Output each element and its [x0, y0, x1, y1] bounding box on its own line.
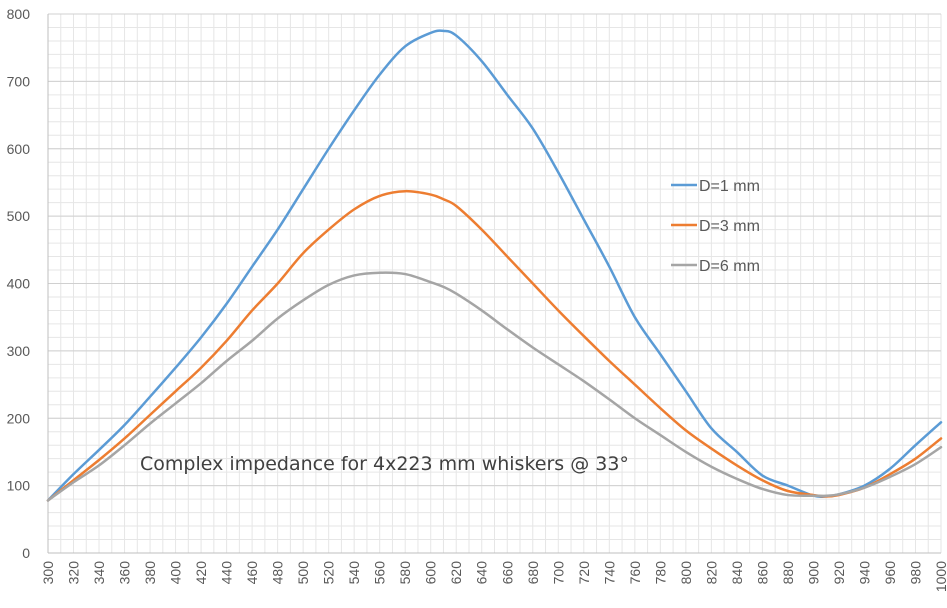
x-tick-label: 720 — [576, 561, 592, 585]
x-tick-label: 800 — [678, 561, 694, 585]
x-tick-label: 320 — [66, 561, 82, 585]
series-line-d-6-mm — [46, 271, 943, 502]
x-tick-label: 600 — [423, 561, 439, 585]
x-tick-label: 500 — [295, 561, 311, 585]
x-tick-label: 580 — [397, 561, 413, 585]
legend-label-d-3-mm: D=3 mm — [699, 218, 760, 235]
x-tick-label: 440 — [219, 561, 235, 585]
x-tick-label: 760 — [627, 561, 643, 585]
x-tick-label: 640 — [474, 561, 490, 585]
x-tick-label: 620 — [448, 561, 464, 585]
x-tick-label: 460 — [244, 561, 260, 585]
x-tick-label: 420 — [193, 561, 209, 585]
y-tick-label: 400 — [7, 276, 31, 292]
y-tick-label: 300 — [7, 343, 31, 359]
y-tick-label: 600 — [7, 141, 31, 157]
legend-label-d-6-mm: D=6 mm — [699, 258, 760, 275]
x-tick-label: 840 — [729, 561, 745, 585]
x-tick-label: 940 — [856, 561, 872, 585]
x-tick-label: 660 — [499, 561, 515, 585]
x-tick-label: 700 — [550, 561, 566, 585]
x-tick-label: 520 — [321, 561, 337, 585]
legend: D=1 mm D=3 mm D=6 mm — [671, 178, 760, 275]
x-tick-label: 820 — [703, 561, 719, 585]
x-tick-label: 360 — [117, 561, 133, 585]
x-tick-label: 680 — [525, 561, 541, 585]
x-tick-label: 900 — [805, 561, 821, 585]
y-tick-label: 100 — [7, 478, 31, 494]
y-tick-label: 500 — [7, 208, 31, 224]
x-tick-label: 400 — [168, 561, 184, 585]
x-tick-label: 880 — [780, 561, 796, 585]
x-tick-label: 340 — [91, 561, 107, 585]
x-tick-label: 780 — [652, 561, 668, 585]
x-tick-label: 740 — [601, 561, 617, 585]
x-tick-label: 560 — [372, 561, 388, 585]
y-tick-label: 800 — [7, 6, 31, 22]
legend-label-d-1-mm: D=1 mm — [699, 178, 760, 195]
x-tick-label: 860 — [754, 561, 770, 585]
y-tick-label: 700 — [7, 73, 31, 89]
x-tick-label: 480 — [270, 561, 286, 585]
x-axis-tick-labels: 300 320 340 360 380 400 420 440 460 480 500 520 540 5… — [40, 561, 947, 592]
y-tick-label: 200 — [7, 410, 31, 426]
y-tick-label: 0 — [22, 545, 30, 561]
series-lines — [46, 29, 943, 502]
x-tick-label: 1000 — [933, 561, 947, 592]
x-tick-label: 960 — [882, 561, 898, 585]
x-tick-label: 300 — [40, 561, 56, 585]
axes — [47, 14, 941, 554]
chart-annotation: Complex impedance for 4x223 mm whiskers … — [140, 453, 629, 475]
y-axis-tick-labels: 0 100 200 300 400 500 600 700 800 — [7, 6, 31, 561]
x-tick-label: 920 — [831, 561, 847, 585]
x-tick-label: 980 — [907, 561, 923, 585]
x-tick-label: 540 — [346, 561, 362, 585]
x-tick-label: 380 — [142, 561, 158, 585]
